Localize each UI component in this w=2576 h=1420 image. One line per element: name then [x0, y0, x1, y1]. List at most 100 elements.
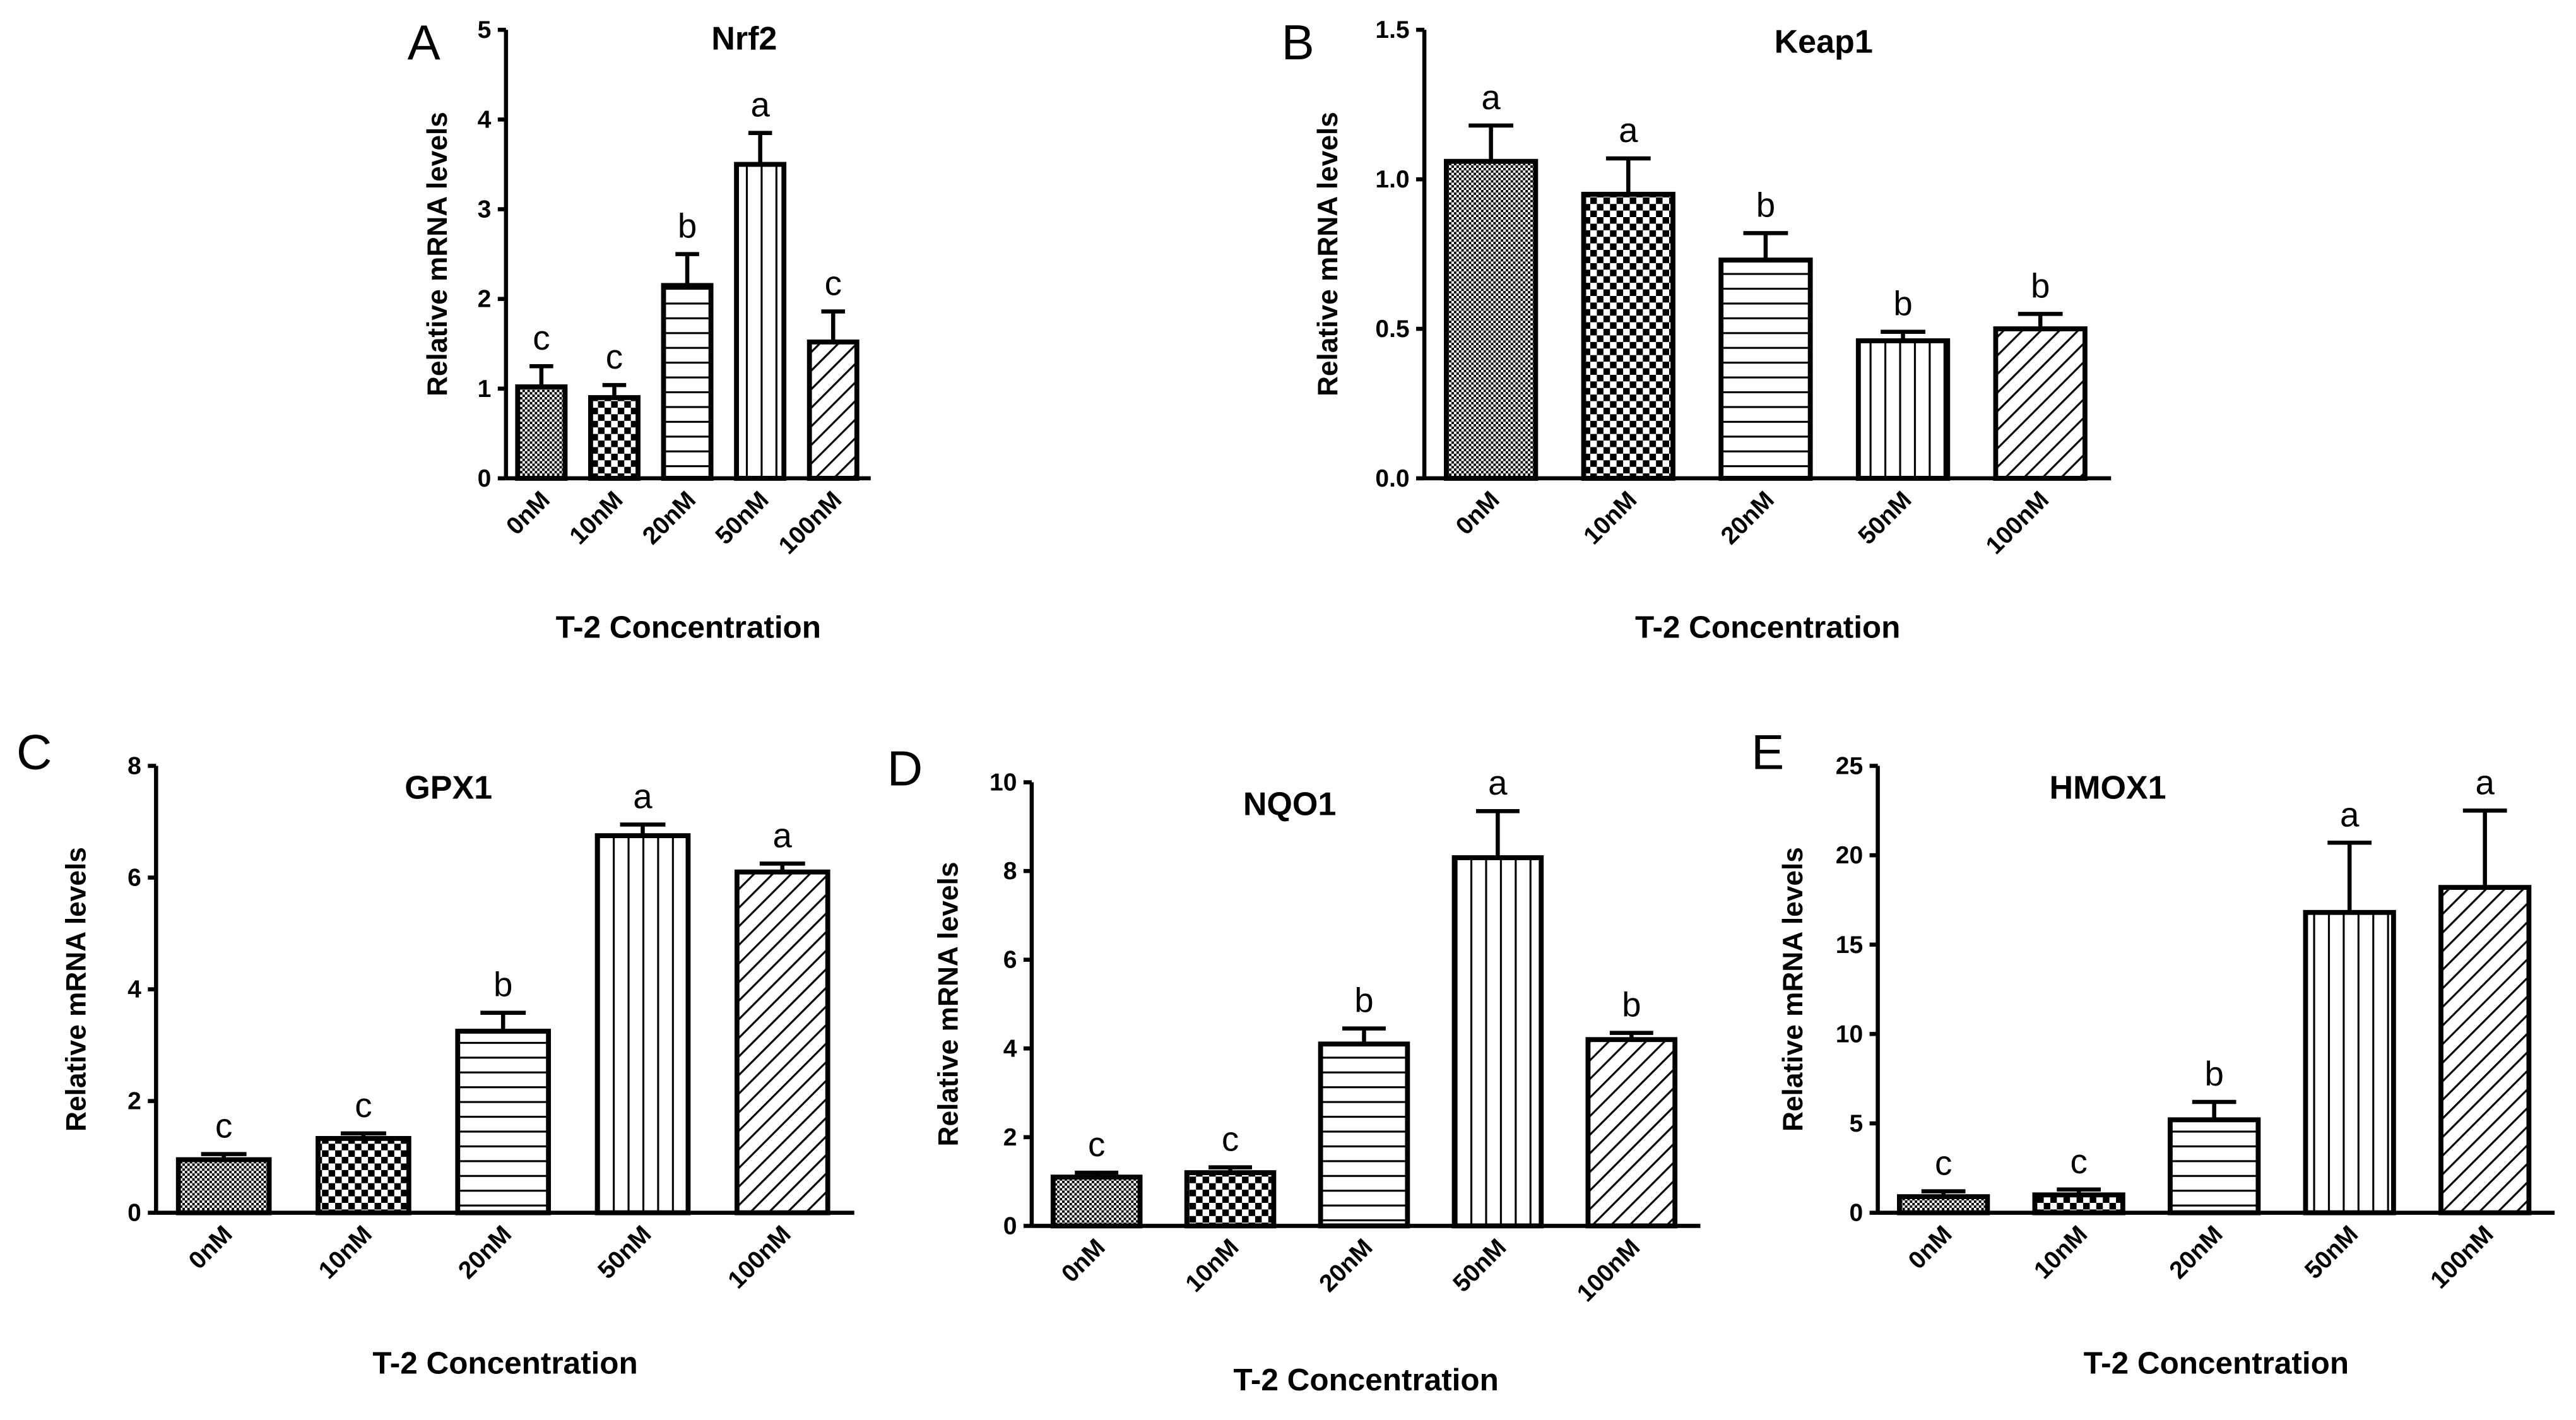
x-axis-label: T-2 Concentration	[556, 610, 821, 644]
x-tick-label: 50nM	[1448, 1234, 1511, 1298]
y-tick-label: 25	[1836, 753, 1863, 780]
y-tick-label: 0.0	[1375, 465, 1409, 492]
significance-letter: c	[1935, 1144, 1952, 1183]
bar-10nM	[316, 1135, 411, 1216]
x-tick-label: 20nM	[1716, 486, 1780, 550]
significance-letter: c	[533, 319, 550, 357]
bar-20nM	[1318, 1041, 1410, 1229]
x-axis-label: T-2 Concentration	[1635, 610, 1900, 644]
y-tick-label: 0	[478, 465, 492, 492]
significance-letter: b	[1354, 981, 1373, 1020]
bar-10nM	[1581, 191, 1675, 481]
y-axis-label: Relative mRNA levels	[422, 112, 453, 396]
significance-letter: c	[1088, 1125, 1105, 1164]
panel-b: B Keap1 Relative mRNA levels T-2 Concentrat…	[1282, 15, 2112, 644]
chart-title: NQO1	[1243, 786, 1337, 823]
x-axis-label: T-2 Concentration	[2084, 1346, 2349, 1381]
significance-letter: a	[1619, 111, 1638, 150]
significance-letter: c	[215, 1107, 232, 1145]
bar-0nM	[1050, 1174, 1143, 1229]
significance-letter: a	[750, 86, 770, 124]
significance-letter: b	[2031, 266, 2050, 305]
bar-50nM	[2303, 909, 2396, 1216]
x-axis-label: T-2 Concentration	[372, 1346, 637, 1381]
significance-letter: c	[2070, 1142, 2087, 1181]
chart-title: GPX1	[405, 770, 492, 807]
x-tick-label: 10nM	[314, 1221, 377, 1284]
x-tick-label: 100nM	[1572, 1234, 1645, 1307]
y-tick-label: 5	[1849, 1110, 1863, 1137]
significance-letter: b	[678, 207, 697, 246]
y-tick-label: 5	[478, 16, 492, 44]
bar-20nM	[661, 283, 714, 481]
y-tick-label: 6	[1003, 947, 1017, 974]
bar-10nM	[2032, 1192, 2125, 1216]
x-tick-label: 100nM	[1981, 486, 2054, 559]
bar-20nM	[455, 1029, 552, 1216]
x-tick-label: 10nM	[1578, 486, 1642, 550]
y-tick-label: 1.0	[1375, 166, 1409, 193]
y-tick-label: 10	[990, 769, 1017, 796]
x-tick-label: 0nM	[1451, 486, 1505, 540]
bar-100nM	[1993, 326, 2088, 481]
x-tick-label: 50nM	[2300, 1221, 2363, 1284]
x-tick-label: 10nM	[564, 486, 628, 550]
y-tick-label: 20	[1836, 842, 1863, 869]
y-tick-label: 8	[127, 753, 141, 780]
y-tick-label: 2	[127, 1088, 141, 1115]
y-tick-label: 2	[1003, 1124, 1017, 1151]
y-axis-label: Relative mRNA levels	[933, 862, 964, 1147]
bar-0nM	[1897, 1194, 1990, 1216]
panel-a: A Nrf2 Relative mRNA levels T-2 Concentrati…	[408, 15, 871, 644]
bar-10nM	[1184, 1170, 1277, 1229]
x-tick-label: 0nM	[501, 486, 555, 540]
bar-50nM	[594, 833, 691, 1216]
significance-letter: b	[1893, 285, 1912, 323]
x-tick-label: 10nM	[1181, 1234, 1244, 1298]
y-tick-label: 10	[1836, 1021, 1863, 1048]
y-tick-label: 3	[478, 196, 492, 223]
significance-letter: a	[1481, 78, 1501, 117]
y-axis-label: Relative mRNA levels	[1313, 112, 1344, 396]
bar-100nM	[806, 339, 860, 481]
significance-letter: c	[1222, 1120, 1239, 1159]
significance-letter: c	[825, 264, 842, 303]
chart-title: HMOX1	[2050, 770, 2166, 807]
y-tick-label: 15	[1836, 932, 1863, 959]
y-tick-label: 1.5	[1375, 16, 1409, 44]
bar-50nM	[1855, 338, 1951, 481]
bar-20nM	[1718, 257, 1813, 481]
x-tick-label: 100nM	[2425, 1221, 2498, 1294]
bar-50nM	[1451, 855, 1544, 1229]
bar-10nM	[588, 395, 641, 481]
y-tick-label: 0	[1849, 1200, 1863, 1227]
x-tick-label: 0nM	[184, 1221, 238, 1275]
significance-letter: a	[773, 816, 793, 855]
x-tick-label: 0nM	[1903, 1221, 1958, 1275]
x-tick-label: 50nM	[711, 486, 774, 550]
panel-letter: C	[16, 725, 52, 780]
bar-0nM	[175, 1157, 272, 1216]
y-axis-label: Relative mRNA levels	[61, 847, 92, 1132]
significance-letter: a	[2340, 795, 2360, 834]
y-tick-label: 4	[127, 976, 141, 1003]
y-tick-label: 0	[127, 1200, 141, 1227]
significance-letter: a	[2475, 763, 2495, 802]
panel-d: D NQO1 Relative mRNA levels T-2 Concentrati…	[887, 741, 1701, 1397]
x-tick-label: 20nM	[453, 1221, 517, 1284]
bar-20nM	[2168, 1117, 2261, 1216]
significance-letter: b	[1622, 986, 1641, 1024]
significance-letter: c	[606, 338, 623, 376]
bar-50nM	[734, 162, 787, 481]
x-tick-label: 0nM	[1056, 1234, 1111, 1288]
x-tick-label: 20nM	[2165, 1221, 2228, 1284]
x-tick-label: 50nM	[1853, 486, 1917, 550]
panel-letter: D	[887, 741, 923, 796]
significance-letter: a	[633, 777, 653, 815]
panel-c: C GPX1 Relative mRNA levels T-2 Concentrati…	[16, 725, 854, 1381]
x-tick-label: 10nM	[2029, 1221, 2093, 1284]
significance-letter: b	[2204, 1055, 2223, 1093]
chart-title: Keap1	[1775, 24, 1873, 61]
panel-e: E HMOX1 Relative mRNA levels T-2 Concentrat…	[1751, 725, 2555, 1381]
